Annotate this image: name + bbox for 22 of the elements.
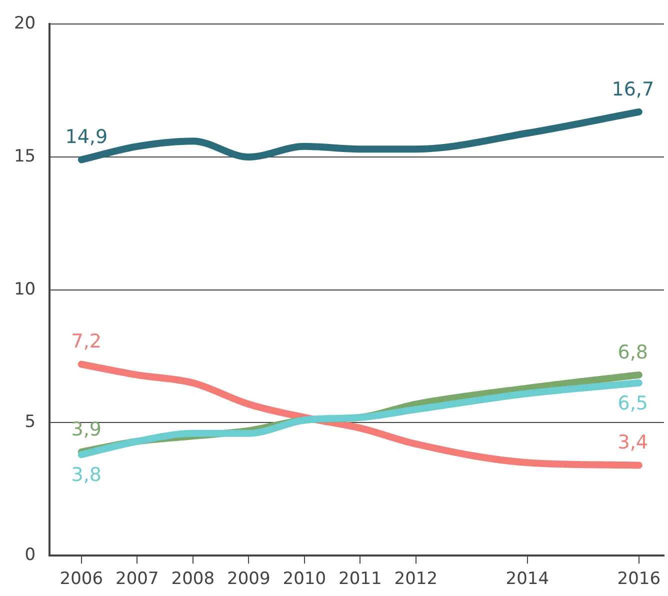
data-label: 6,5 — [618, 392, 648, 414]
data-label: 14,9 — [65, 126, 108, 148]
y-tick-label: 20 — [14, 14, 36, 34]
data-label: 16,7 — [612, 78, 654, 100]
data-label: 3,9 — [71, 418, 102, 440]
x-tick-label: 2010 — [282, 569, 326, 590]
x-tick-label: 2011 — [338, 569, 382, 590]
data-label: 3,4 — [618, 432, 648, 454]
y-tick-label: 0 — [24, 545, 36, 566]
data-label: 3,8 — [71, 464, 102, 486]
y-tick-label: 15 — [14, 146, 36, 166]
data-label: 6,8 — [618, 341, 648, 364]
x-tick-label: 2014 — [506, 569, 550, 590]
y-tick-label: 10 — [14, 279, 36, 300]
data-label: 7,2 — [71, 330, 102, 353]
x-tick-label: 2008 — [171, 569, 215, 590]
x-tick-label: 2007 — [116, 569, 159, 590]
y-tick-label: 5 — [24, 412, 36, 432]
x-tick-label: 2006 — [60, 569, 104, 590]
x-tick-label: 2012 — [394, 569, 438, 590]
x-tick-label: 2009 — [227, 569, 270, 590]
x-tick-label: 2016 — [617, 569, 661, 590]
